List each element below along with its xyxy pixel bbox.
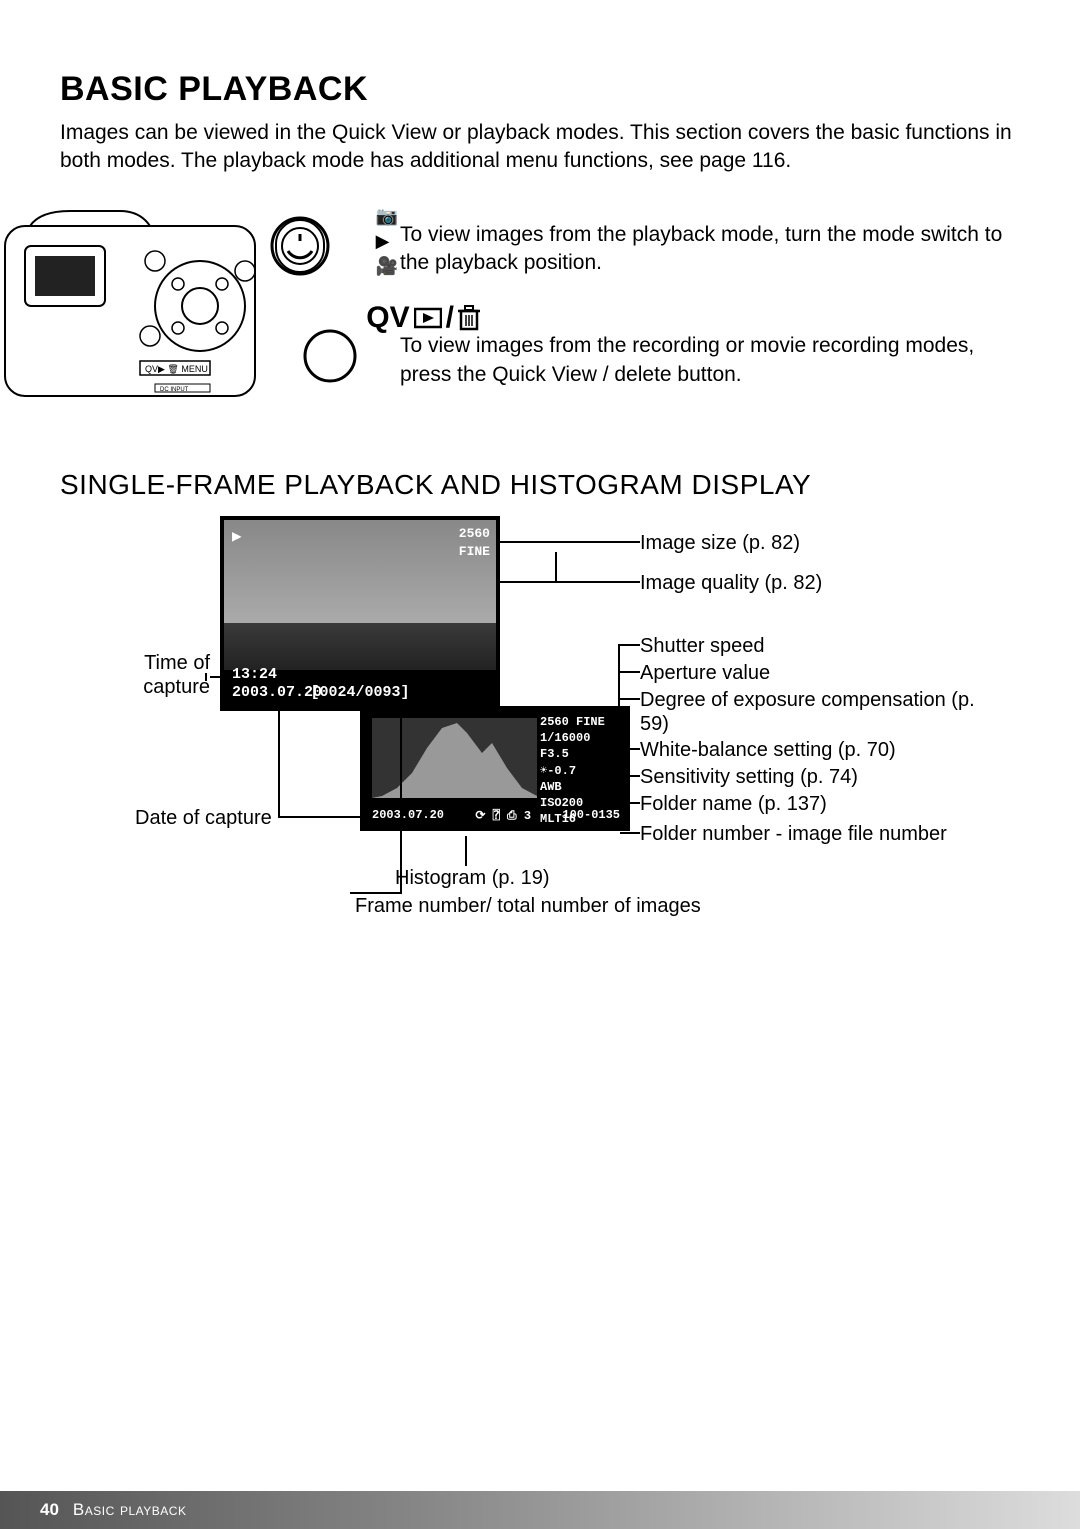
label-frame-number: Frame number/ total number of images — [355, 894, 701, 918]
lcd-frame-counter: [0024/0093] — [310, 684, 409, 701]
playback-mode-icon: ▶ — [376, 231, 398, 252]
label-time-of-capture: Time of capture — [120, 651, 210, 699]
lcd-image-quality: FINE — [459, 544, 490, 559]
qv-text: QV — [366, 301, 409, 335]
slash: / — [446, 301, 454, 335]
lcd-time: 13:24 — [232, 666, 277, 683]
page-footer: 40 Basic playback — [0, 1491, 1080, 1529]
hist-status-icons: ⟳ ⍰ ⎙ 3 — [475, 808, 531, 823]
page-title: BASIC PLAYBACK — [60, 70, 1020, 109]
label-shutter-speed: Shutter speed — [640, 634, 765, 658]
camera-illustration: QV▶ 🗑 MENU DC INPUT 📷 ▶ 🎥 QV / — [0, 206, 380, 406]
movie-mode-icon: 🎥 — [376, 256, 398, 277]
label-exposure-comp: Degree of exposure compensation (p. 59) — [640, 688, 980, 736]
hist-ev: ☀-0.7 — [540, 763, 620, 779]
trash-icon — [458, 305, 480, 331]
mode-switch-icons: 📷 ▶ 🎥 — [376, 206, 398, 277]
lcd-image-size: 2560 — [459, 526, 490, 541]
instruction-2: To view images from the recording or mov… — [400, 332, 1020, 389]
label-image-size: Image size (p. 82) — [640, 531, 800, 555]
lcd-diagram: ▶ 2560 FINE 13:24 2003.07.20 [0024/0093]… — [60, 516, 1020, 936]
camera-mode-icon: 📷 — [376, 206, 398, 227]
histogram-bottom-row: 2003.07.20 ⟳ ⍰ ⎙ 3 100-0135 — [372, 808, 620, 823]
label-aperture-value: Aperture value — [640, 661, 770, 685]
label-folder-name: Folder name (p. 137) — [640, 792, 827, 816]
label-image-quality: Image quality (p. 82) — [640, 571, 822, 595]
main-lcd-screen: ▶ 2560 FINE 13:24 2003.07.20 [0024/0093] — [220, 516, 500, 711]
instruction-text: To view images from the playback mode, t… — [400, 206, 1020, 444]
instruction-1: To view images from the playback mode, t… — [400, 221, 1020, 278]
hist-folder-file: 100-0135 — [562, 808, 620, 823]
hist-wb: AWB — [540, 779, 620, 795]
lcd-date: 2003.07.20 — [232, 684, 322, 701]
label-histogram: Histogram (p. 19) — [395, 866, 550, 890]
label-wb: White-balance setting (p. 70) — [640, 738, 896, 762]
hist-shutter: 1/16000 — [540, 730, 620, 746]
label-iso: Sensitivity setting (p. 74) — [640, 765, 858, 789]
playback-icon: ▶ — [232, 526, 242, 546]
footer-page-number: 40 — [40, 1500, 59, 1520]
label-folder-file: Folder number - image file number — [640, 822, 947, 846]
hist-aperture: F3.5 — [540, 746, 620, 762]
section-subtitle: SINGLE-FRAME PLAYBACK AND HISTOGRAM DISP… — [60, 469, 1020, 501]
hist-date: 2003.07.20 — [372, 808, 444, 823]
hist-size-quality: 2560 FINE — [540, 714, 620, 730]
instruction-row: QV▶ 🗑 MENU DC INPUT 📷 ▶ 🎥 QV / To view i… — [60, 206, 1020, 444]
footer-section-name: Basic playback — [73, 1500, 187, 1520]
intro-paragraph: Images can be viewed in the Quick View o… — [60, 119, 1020, 176]
svg-text:QV▶ 🗑 MENU: QV▶ 🗑 MENU — [145, 364, 208, 374]
histogram-graph — [372, 718, 537, 798]
svg-text:DC INPUT: DC INPUT — [160, 387, 189, 393]
label-date-of-capture: Date of capture — [135, 806, 272, 830]
qv-delete-label: QV / — [366, 301, 480, 335]
